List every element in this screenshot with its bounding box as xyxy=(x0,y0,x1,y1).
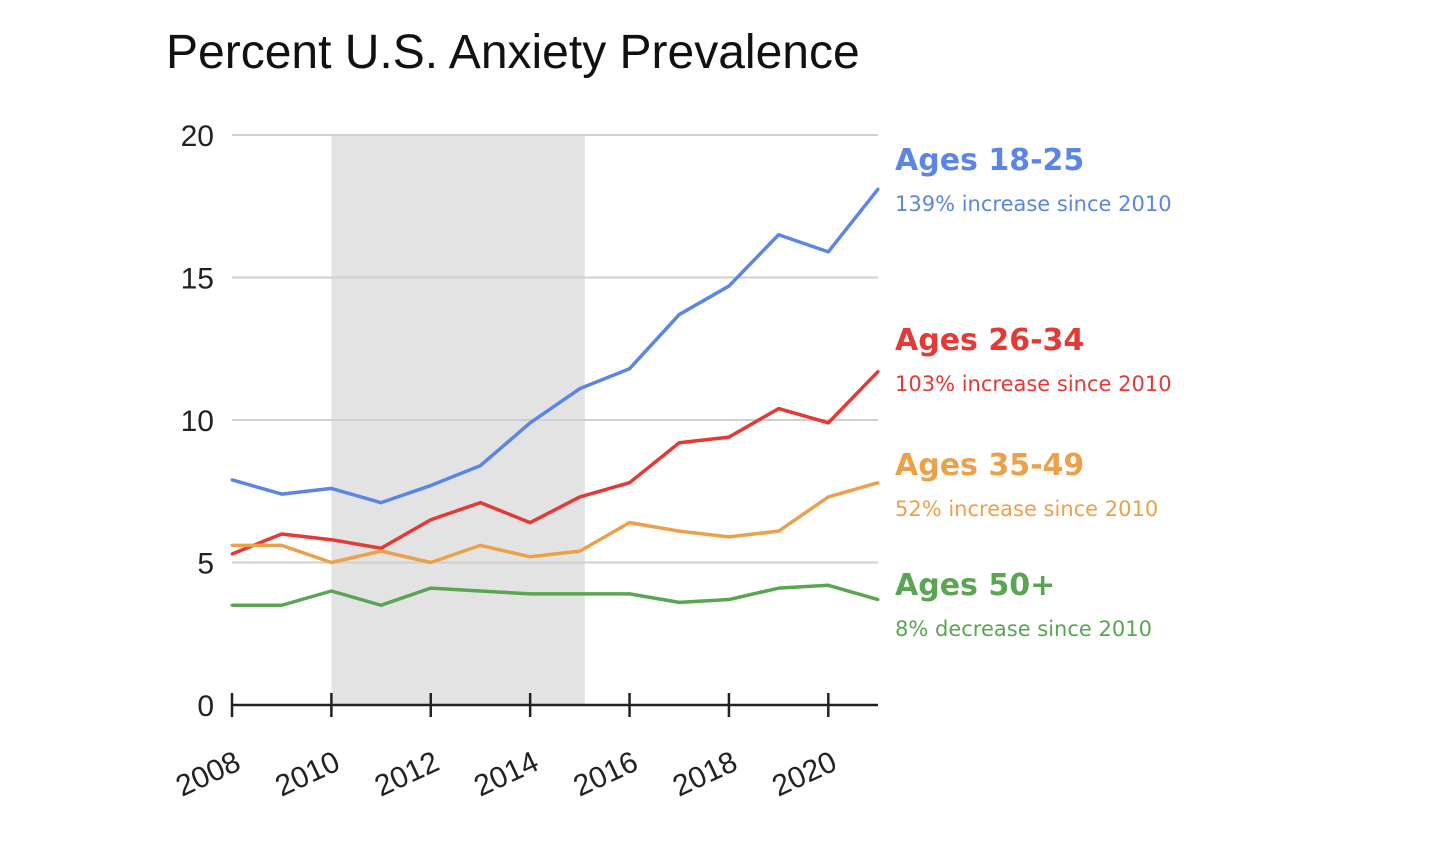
data-point xyxy=(379,549,383,553)
data-point xyxy=(329,561,333,564)
data-point xyxy=(429,561,433,564)
data-point xyxy=(379,546,383,550)
data-point xyxy=(478,464,482,468)
data-point xyxy=(677,313,681,317)
data-point xyxy=(230,543,234,547)
data-point xyxy=(478,589,482,593)
data-point xyxy=(826,421,830,425)
data-point xyxy=(429,484,433,488)
data-point xyxy=(280,543,284,547)
y-tick-label: 20 xyxy=(181,120,214,153)
data-point xyxy=(876,370,880,374)
data-point xyxy=(280,532,284,536)
data-point xyxy=(578,592,582,596)
data-point xyxy=(230,603,234,607)
legend-note: 103% increase since 2010 xyxy=(895,372,1172,396)
legend-label: Ages 26-34 xyxy=(895,323,1084,358)
series-line-ages-26-34 xyxy=(231,370,880,556)
data-point xyxy=(628,481,632,485)
data-point xyxy=(677,600,681,604)
y-tick-label: 15 xyxy=(181,263,214,296)
data-point xyxy=(280,603,284,607)
data-point xyxy=(727,535,731,539)
legend-note: 8% decrease since 2010 xyxy=(895,617,1152,641)
data-point xyxy=(578,549,582,553)
series-line-ages-35-49 xyxy=(232,481,879,565)
data-point xyxy=(777,529,781,533)
x-tick-label: 2016 xyxy=(569,745,643,803)
data-point xyxy=(230,552,234,556)
data-point xyxy=(280,492,284,496)
x-tick-label: 2014 xyxy=(469,745,543,803)
y-tick-label: 0 xyxy=(197,690,214,723)
data-point xyxy=(528,521,532,525)
data-point xyxy=(379,501,383,505)
data-point xyxy=(578,495,582,499)
legend-note: 52% increase since 2010 xyxy=(895,497,1158,521)
data-point xyxy=(876,598,880,602)
series-line-ages-50- xyxy=(232,583,879,607)
x-tick-label: 2008 xyxy=(171,745,245,803)
data-point xyxy=(826,495,830,499)
chart-title: Percent U.S. Anxiety Prevalence xyxy=(166,26,860,79)
data-point xyxy=(727,435,731,439)
data-point xyxy=(429,518,433,522)
data-point xyxy=(777,407,781,411)
data-point xyxy=(677,441,681,445)
data-point xyxy=(826,583,830,587)
data-point xyxy=(876,187,880,191)
x-tick-label: 2010 xyxy=(270,745,344,803)
data-point xyxy=(478,543,482,547)
data-point xyxy=(777,233,781,237)
data-point xyxy=(777,586,781,590)
data-point xyxy=(876,481,880,485)
data-point xyxy=(628,592,632,596)
data-point xyxy=(379,603,383,607)
data-point xyxy=(230,478,234,482)
data-point xyxy=(429,586,433,590)
data-point xyxy=(826,250,830,254)
data-point xyxy=(528,592,532,596)
data-point xyxy=(677,529,681,533)
data-point xyxy=(578,387,582,391)
data-point xyxy=(727,284,731,288)
data-point xyxy=(329,486,333,490)
data-point xyxy=(478,501,482,505)
data-point xyxy=(329,589,333,593)
x-tick-label: 2020 xyxy=(767,745,841,803)
data-point xyxy=(727,598,731,602)
series-line-ages-18-25 xyxy=(231,188,880,505)
legend-label: Ages 18-25 xyxy=(895,143,1084,178)
data-point xyxy=(628,521,632,525)
legend-note: 139% increase since 2010 xyxy=(895,192,1172,216)
x-tick-label: 2018 xyxy=(668,745,742,803)
y-tick-label: 10 xyxy=(181,405,214,438)
data-point xyxy=(528,555,532,559)
y-tick-label: 5 xyxy=(197,548,214,581)
x-tick-label: 2012 xyxy=(370,745,444,803)
legend-label: Ages 50+ xyxy=(895,568,1055,603)
data-point xyxy=(628,367,632,371)
data-point xyxy=(329,538,333,542)
legend-label: Ages 35-49 xyxy=(895,448,1084,483)
data-point xyxy=(528,421,532,425)
